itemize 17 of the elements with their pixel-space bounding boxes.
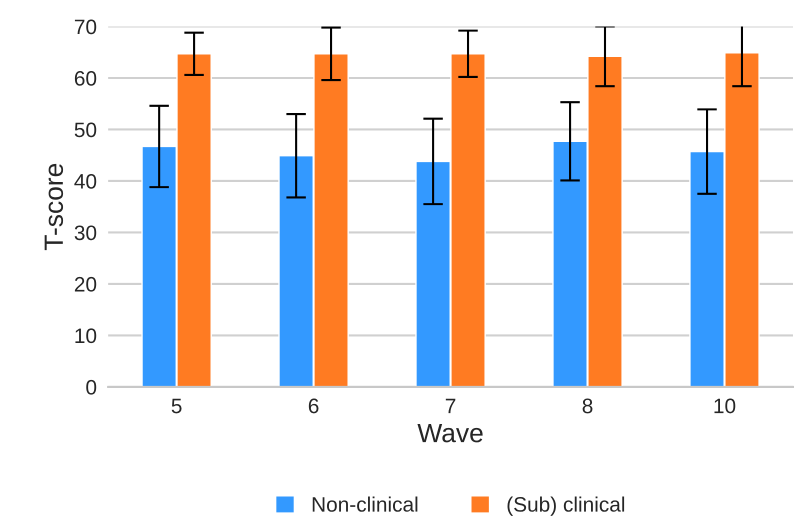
y-tick-label: 10 <box>75 328 96 344</box>
x-tick-label: 8 <box>582 398 592 414</box>
x-tick-label: 7 <box>446 398 456 414</box>
x-tick-label: 5 <box>172 398 182 414</box>
y-tick-label: 70 <box>74 20 96 34</box>
y-axis-title: T-score <box>44 164 64 250</box>
x-tick-label: 6 <box>308 398 318 414</box>
y-tick-label: 40 <box>74 174 96 189</box>
x-tick-label: 10 <box>714 398 736 414</box>
y-tick-label: 50 <box>74 122 96 138</box>
y-tick-label: 0 <box>86 380 96 395</box>
x-axis-title: Wave <box>417 424 483 442</box>
y-tick-label: 20 <box>74 276 96 292</box>
legend-label: Non-clinical <box>312 496 418 512</box>
y-tick-label: 30 <box>74 225 96 240</box>
legend-label: (Sub) clinical <box>508 496 624 516</box>
y-tick-label: 60 <box>74 70 96 86</box>
